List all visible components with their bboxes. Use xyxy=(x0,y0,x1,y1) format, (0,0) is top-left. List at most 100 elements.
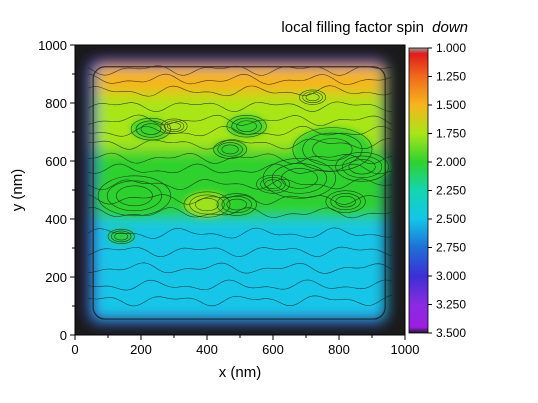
x-tick-label-0: 0 xyxy=(71,342,78,357)
y-tick-label-3: 600 xyxy=(45,154,67,169)
heatmap-feature-2 xyxy=(213,140,247,159)
contour-ring-7-1 xyxy=(342,155,383,178)
colorbar-tick-label-8: 3.000 xyxy=(436,269,466,283)
contour-ring-3-1 xyxy=(231,117,262,135)
y-tick-label-4: 800 xyxy=(45,96,67,111)
contour-ring-8-1 xyxy=(106,180,162,212)
contour-ring-5-0 xyxy=(312,138,353,161)
contour-ring-11-2 xyxy=(107,228,135,244)
contour-ring-13-2 xyxy=(256,174,290,194)
contour-ring-10-0 xyxy=(226,198,247,211)
contour-ring-9-0 xyxy=(195,197,219,212)
heatmap-feature-1 xyxy=(160,118,188,134)
x-tick-label-1: 200 xyxy=(130,342,152,357)
contour-ring-11-1 xyxy=(110,230,132,243)
contour-ring-0-0 xyxy=(140,123,162,135)
heatmap-contours xyxy=(88,65,392,320)
contour-ring-2-1 xyxy=(217,142,243,157)
contour-line-11 xyxy=(88,125,392,137)
contour-ring-8-0 xyxy=(115,185,153,207)
contour-ring-4-0 xyxy=(305,93,320,102)
sample-outline xyxy=(92,66,386,320)
heatmap-feature-8 xyxy=(98,175,171,216)
heatmap-top-band xyxy=(98,65,382,95)
contour-ring-6-0 xyxy=(280,168,318,189)
contour-ring-1-0 xyxy=(167,122,181,131)
contour-line-13 xyxy=(88,101,392,113)
contour-ring-12-1 xyxy=(330,193,361,211)
heatmap-lower-light xyxy=(94,271,386,309)
colorbar-bar xyxy=(408,47,429,334)
contour-line-5 xyxy=(88,207,392,219)
colorbar-tick-label-7: 2.750 xyxy=(436,241,466,255)
colorbar-tick-label-10: 3.500 xyxy=(436,326,466,340)
contour-ring-13-1 xyxy=(260,177,286,192)
contour-line-4 xyxy=(88,227,392,239)
y-tick-label-5: 1000 xyxy=(38,38,67,53)
contour-line-7 xyxy=(88,178,392,191)
heatmap-feature-3 xyxy=(226,115,267,138)
y-axis-label: y (nm) xyxy=(9,169,26,212)
contour-ring-5-1 xyxy=(302,132,363,167)
contour-line-0 xyxy=(88,295,392,307)
colorbar-tick-label-2: 1.500 xyxy=(436,98,466,112)
x-tick-label-5: 1000 xyxy=(391,342,420,357)
contour-ring-9-1 xyxy=(189,194,225,215)
contour-ring-12-2 xyxy=(325,190,366,213)
y-tick-label-1: 200 xyxy=(45,270,67,285)
colorbar-tick-label-3: 1.750 xyxy=(436,127,466,141)
heatmap-feature-12 xyxy=(325,190,366,213)
contour-ring-1-1 xyxy=(163,120,185,132)
contour-ring-9-2 xyxy=(183,191,231,218)
heatmap-features xyxy=(98,89,389,244)
heatmap-feature-10 xyxy=(216,193,257,216)
x-axis-label: x (nm) xyxy=(219,364,262,381)
contour-ring-3-0 xyxy=(236,120,257,132)
colorbar-tick-label-6: 2.500 xyxy=(436,212,466,226)
contour-ring-10-1 xyxy=(221,196,252,213)
contour-ring-6-1 xyxy=(271,163,327,194)
chart-title-emphasis: down xyxy=(432,19,468,36)
contour-ring-4-2 xyxy=(299,89,327,105)
colorbar-tick-label-1: 1.250 xyxy=(436,70,466,84)
y-tick-label-2: 400 xyxy=(45,212,67,227)
contour-line-8 xyxy=(88,163,392,175)
colorbar-tick-label-9: 3.250 xyxy=(436,298,466,312)
colorbar: 1.000 1.250 1.500 1.750 2.000 2.250 2.500 2.750… xyxy=(408,41,466,340)
contour-ring-8-2 xyxy=(97,175,171,217)
contour-ring-2-2 xyxy=(213,140,247,159)
contour-ring-3-2 xyxy=(226,115,267,138)
contour-ring-2-0 xyxy=(221,144,239,155)
heatmap-feature-0 xyxy=(131,118,171,140)
contour-line-9 xyxy=(88,152,392,165)
x-tick-label-2: 400 xyxy=(196,342,218,357)
contour-ring-1-2 xyxy=(160,118,188,134)
contour-ring-13-0 xyxy=(264,179,282,190)
contour-ring-7-0 xyxy=(348,159,376,175)
x-tick-label-4: 800 xyxy=(328,342,350,357)
contour-ring-12-0 xyxy=(335,195,356,208)
chart-title-main: local filling factor spin xyxy=(281,19,424,36)
contour-ring-7-2 xyxy=(335,151,389,182)
colorbar-tick-label-4: 2.000 xyxy=(436,155,466,169)
contour-line-6 xyxy=(88,194,392,205)
y-tick-label-0: 0 xyxy=(60,328,67,343)
contour-line-10 xyxy=(88,138,392,150)
contour-line-1 xyxy=(88,279,392,291)
heatmap-feature-4 xyxy=(299,89,326,105)
contour-line-12 xyxy=(88,114,392,127)
contour-ring-5-2 xyxy=(292,127,373,172)
contour-ring-6-2 xyxy=(262,158,337,199)
axes: 0 200 400 600 800 1000 0 200 400 600 800 1000 xyxy=(38,38,419,357)
colorbar-tick-label-5: 2.250 xyxy=(436,184,466,198)
heatmap-feature-9 xyxy=(183,191,231,218)
contour-line-15 xyxy=(88,73,392,85)
contour-line-3 xyxy=(88,246,392,258)
chart-title: local filling factor spin down xyxy=(281,19,468,36)
contour-ring-4-1 xyxy=(302,91,323,103)
x-tick-label-3: 600 xyxy=(262,342,284,357)
contour-ring-10-2 xyxy=(216,193,257,216)
heatmap-plot-area xyxy=(75,45,405,335)
contour-ring-11-0 xyxy=(114,232,129,241)
